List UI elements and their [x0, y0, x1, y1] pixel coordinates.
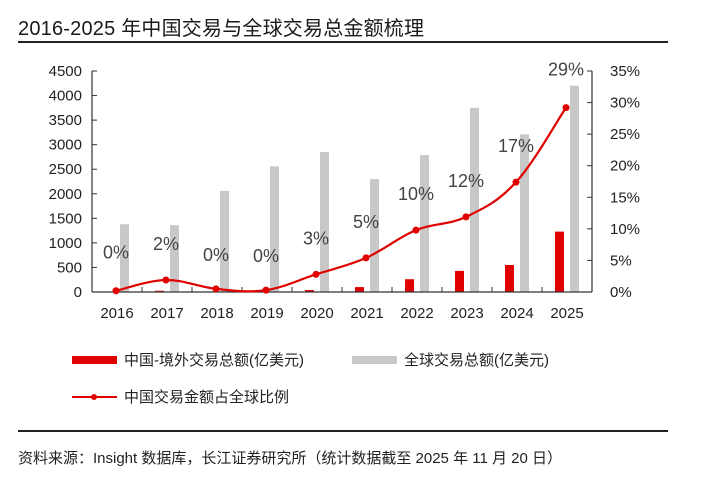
legend-label: 中国-境外交易总额(亿美元) [124, 351, 304, 369]
x-axis-label: 2021 [350, 305, 383, 322]
bar-china-overseas [155, 290, 164, 292]
left-axis-tick-label: 4500 [49, 63, 82, 80]
right-axis: 0% 5% 10% 15% 20% 25% 30% 35% [610, 63, 640, 301]
x-axis-label: 2024 [500, 305, 533, 322]
bars [105, 85, 579, 292]
ratio-point [162, 276, 170, 284]
ratio-point [112, 287, 120, 295]
chart: 0 500 1000 1500 2000 2500 3000 3500 4000 4500 0% 5… [49, 60, 640, 406]
x-axis-label: 2016 [100, 305, 133, 322]
data-labels: 0% 2% 0% 0% 3% 5% 10% 12% 17% 29% [103, 60, 584, 266]
left-axis: 0 500 1000 1500 2000 2500 3000 3500 4000 4500 [49, 63, 82, 301]
ratio-data-label: 0% [253, 246, 279, 266]
ratio-point [462, 213, 470, 221]
x-axis-labels: 2016 2017 2018 2019 2020 2021 2022 2023 2024 2025 [100, 305, 583, 322]
x-axis-label: 2022 [400, 305, 433, 322]
right-axis-tick-label: 0% [610, 284, 632, 301]
right-axis-tick-label: 15% [610, 189, 640, 206]
legend-label: 中国交易金额占全球比例 [124, 388, 289, 406]
left-axis-tick-label: 2500 [49, 161, 82, 178]
title-underline [18, 41, 668, 43]
left-axis-tick-label: 500 [57, 259, 82, 276]
legend-item: 中国-境外交易总额(亿美元) [72, 351, 304, 369]
bar-global-total [470, 107, 479, 292]
ratio-point [212, 285, 220, 293]
left-axis-tick-label: 3000 [49, 137, 82, 154]
legend-item: 全球交易总额(亿美元) [352, 351, 549, 369]
ratio-point [562, 104, 570, 112]
left-axis-tick-label: 0 [74, 284, 82, 301]
bar-china-overseas [305, 290, 314, 292]
bar-china-overseas [455, 270, 464, 292]
ratio-point [312, 270, 320, 278]
bar-china-overseas [555, 231, 564, 292]
bar-global-total [570, 85, 579, 292]
bar-china-overseas [355, 287, 364, 292]
ratio-line [112, 104, 570, 295]
bar-global-total [320, 152, 329, 292]
ratio-data-label: 17% [498, 136, 534, 156]
bar-global-total [120, 224, 129, 292]
bar-global-total [170, 225, 179, 292]
bar-global-total [220, 190, 229, 292]
legend-swatch [352, 356, 397, 364]
ratio-point [362, 254, 370, 262]
ratio-data-label: 2% [153, 234, 179, 254]
ratio-data-label: 29% [548, 60, 584, 80]
bar-global-total [270, 166, 279, 292]
ratio-data-label: 0% [203, 245, 229, 265]
ratio-data-label: 3% [303, 228, 329, 248]
left-axis-tick-label: 1500 [49, 210, 82, 227]
ratio-data-label: 12% [448, 171, 484, 191]
right-axis-tick-label: 10% [610, 221, 640, 238]
bar-china-overseas [405, 279, 414, 292]
bar-global-total [520, 134, 529, 292]
ratio-data-label: 10% [398, 184, 434, 204]
x-axis-label: 2020 [300, 305, 333, 322]
x-axis-label: 2023 [450, 305, 483, 322]
legend-label: 全球交易总额(亿美元) [404, 351, 549, 369]
chart-title: 2016-2025 年中国交易与全球交易总金额梳理 [18, 18, 425, 40]
left-axis-tick-label: 2000 [49, 186, 82, 203]
ratio-point [412, 226, 420, 234]
x-axis-label: 2025 [550, 305, 583, 322]
x-axis-label: 2018 [200, 305, 233, 322]
legend: 中国-境外交易总额(亿美元) 全球交易总额(亿美元) 中国交易金额占全球比例 [72, 351, 549, 406]
ratio-line-path [115, 107, 567, 293]
ratio-data-label: 0% [103, 243, 129, 263]
left-axis-tick-label: 3500 [49, 112, 82, 129]
axes [91, 70, 593, 293]
ratio-point [262, 286, 270, 294]
legend-item: 中国交易金额占全球比例 [72, 388, 289, 406]
x-axis-label: 2019 [250, 305, 283, 322]
right-axis-tick-label: 30% [610, 95, 640, 112]
legend-swatch [72, 356, 117, 364]
right-axis-tick-label: 5% [610, 252, 632, 269]
left-axis-tick-label: 4000 [49, 88, 82, 105]
legend-marker [91, 394, 97, 400]
left-axis-tick-label: 1000 [49, 235, 82, 252]
right-axis-tick-label: 25% [610, 126, 640, 143]
source-note: 资料来源：Insight 数据库，长江证券研究所（统计数据截至 2025 年 1… [18, 450, 562, 467]
ratio-point [512, 178, 520, 186]
x-axis-label: 2017 [150, 305, 183, 322]
right-axis-tick-label: 35% [610, 63, 640, 80]
bar-china-overseas [505, 264, 514, 292]
bar-global-total [420, 154, 429, 292]
ratio-data-label: 5% [353, 212, 379, 232]
right-axis-tick-label: 20% [610, 158, 640, 175]
bar-global-total [370, 179, 379, 292]
source-divider [18, 430, 668, 432]
